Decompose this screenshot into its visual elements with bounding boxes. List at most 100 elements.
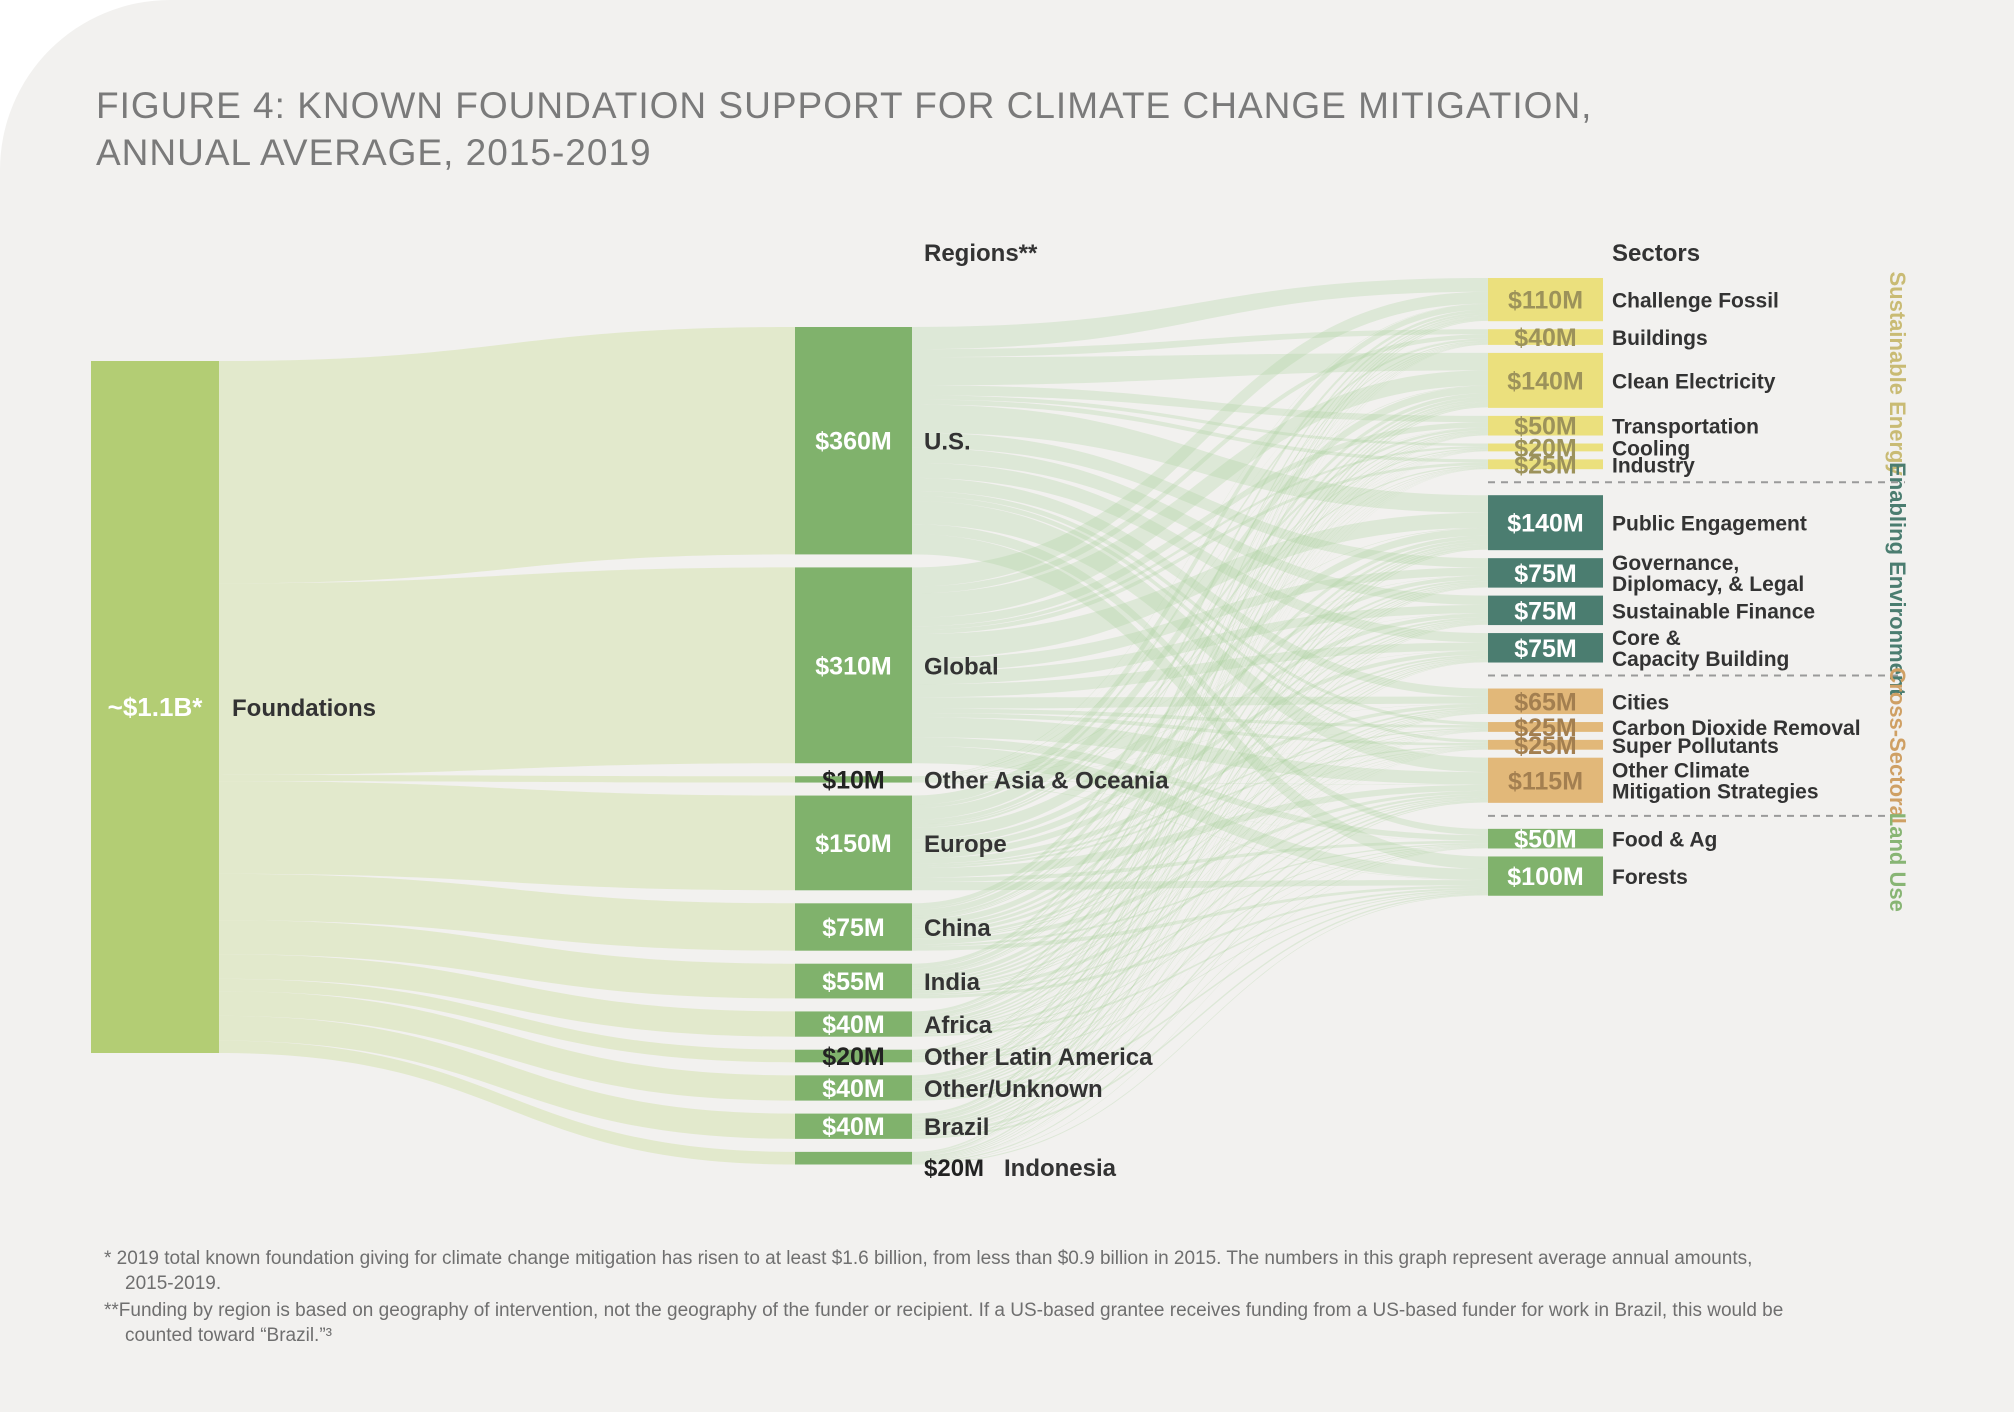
group-label-enabling-environment: Enabling Environment [1885,462,1910,696]
link-india-super-pollutants [912,747,1488,991]
link-india-food-ag [912,844,1488,996]
link-china-other-climate-mitigation-strategies [912,790,1488,945]
link-u-s-forests [912,534,1488,869]
chart-title-line-2: ANNUAL AVERAGE, 2015-2019 [96,132,652,173]
link-indonesia-challenge-fossil [912,320,1488,1154]
chart-title: FIGURE 4: KNOWN FOUNDATION SUPPORT FOR C… [96,82,1592,176]
link-other-unknown-cities [912,711,1488,1094]
flow-foundations-u-s [219,327,795,584]
link-other-latin-america-carbon-dioxide-removal [912,730,1488,1060]
link-europe-cities [912,703,1488,864]
link-china-public-engagement [912,535,1488,926]
link-global-cooling [912,446,1488,630]
link-u-s-transportation [912,385,1488,423]
sector-name-label: Other Climate [1612,759,1750,782]
link-europe-carbon-dioxide-removal [912,727,1488,866]
link-africa-other-climate-mitigation-strategies [912,796,1488,1034]
link-other-unknown-industry [912,468,1488,1084]
link-indonesia-governance-diplomacy-legal [912,586,1488,1159]
link-india-sustainable-finance [912,619,1488,985]
link-other-asia-oceania-super-pollutants [912,745,1488,782]
region-bar-brazil [795,1113,912,1139]
region-name-label: Europe [924,831,1007,858]
link-brazil-cooling [912,450,1488,1122]
link-europe-other-climate-mitigation-strategies [912,784,1488,878]
link-other-latin-america-sustainable-finance [912,621,1488,1058]
link-u-s-super-pollutants [912,496,1488,743]
region-bar-india [795,963,912,999]
link-u-s-core-capacity-building [912,462,1488,643]
link-indonesia-industry [912,468,1488,1157]
region-value-label: $310M [815,652,891,680]
link-global-forests [912,745,1488,880]
link-europe-public-engagement [912,528,1488,840]
link-other-unknown-sustainable-finance [912,622,1488,1091]
link-other-asia-oceania-core-capacity-building [912,650,1488,781]
sector-name-label: Food & Ag [1612,829,1717,852]
link-other-asia-oceania-clean-electricity [912,385,1488,778]
link-brazil-sustainable-finance [912,623,1488,1129]
link-global-core-capacity-building [912,642,1488,698]
link-africa-clean-electricity [912,399,1488,1018]
link-brazil-transportation [912,434,1488,1122]
region-value-label: $360M [815,428,891,456]
link-china-clean-electricity [912,393,1488,916]
link-india-challenge-fossil [912,312,1488,968]
link-indonesia-public-engagement [912,548,1488,1158]
link-global-carbon-dioxide-removal [912,708,1488,728]
link-europe-challenge-fossil [912,303,1488,805]
region-value-label: $10M [822,766,885,794]
link-other-latin-america-industry [912,468,1488,1055]
link-u-s-cities [912,477,1488,697]
link-india-forests [912,887,1488,999]
link-china-buildings [912,340,1488,910]
link-indonesia-food-ag [912,847,1488,1164]
link-indonesia-cities [912,713,1488,1161]
region-bar-global [795,567,912,764]
link-u-s-industry [912,399,1488,463]
link-other-asia-oceania-sustainable-finance [912,613,1488,781]
sector-name-label: Buildings [1612,327,1708,350]
link-indonesia-carbon-dioxide-removal [912,731,1488,1162]
link-global-buildings [912,334,1488,594]
chart-title-line-1: FIGURE 4: KNOWN FOUNDATION SUPPORT FOR C… [96,85,1593,126]
link-other-asia-oceania-other-climate-mitigation-strategies [912,781,1488,785]
link-u-s-clean-electricity [912,352,1488,386]
region-name-label: Global [924,653,999,680]
link-europe-sustainable-finance [912,613,1488,853]
sector-name-label: Capacity Building [1612,648,1789,671]
link-u-s-cooling [912,395,1488,447]
region-value-label: $20M [924,1155,984,1182]
flow-foundations-other-latin-america [219,978,795,1063]
sector-name-label: Super Pollutants [1612,735,1779,758]
link-india-transportation [912,431,1488,975]
region-bar-u-s [795,327,912,555]
link-china-food-ag [912,843,1488,947]
link-other-latin-america-cooling [912,450,1488,1054]
sector-name-label: Cooling [1612,437,1690,460]
sector-value-label: $25M [1514,714,1577,742]
source-flows [219,327,795,1165]
link-africa-industry [912,467,1488,1021]
sector-bar-cooling [1488,443,1603,452]
sector-value-label: $50M [1514,413,1577,441]
sector-name-label: Cities [1612,691,1669,714]
link-global-governance-diplomacy-legal [912,567,1488,672]
sector-bar-super-pollutants [1488,739,1603,750]
link-india-clean-electricity [912,396,1488,973]
sector-name-label: Core & [1612,627,1681,650]
link-brazil-industry [912,468,1488,1123]
link-other-asia-oceania-challenge-fossil [912,303,1488,777]
link-indonesia-clean-electricity [912,406,1488,1156]
link-europe-super-pollutants [912,745,1488,869]
link-china-transportation [912,430,1488,918]
link-africa-core-capacity-building [912,658,1488,1029]
link-africa-transportation [912,432,1488,1020]
link-other-latin-america-cities [912,711,1488,1059]
link-brazil-food-ag [912,847,1488,1137]
sector-bar-challenge-fossil [1488,278,1603,322]
link-africa-cooling [912,450,1488,1020]
region-name-label: China [924,915,991,942]
link-africa-challenge-fossil [912,314,1488,1014]
link-other-asia-oceania-food-ag [912,781,1488,841]
